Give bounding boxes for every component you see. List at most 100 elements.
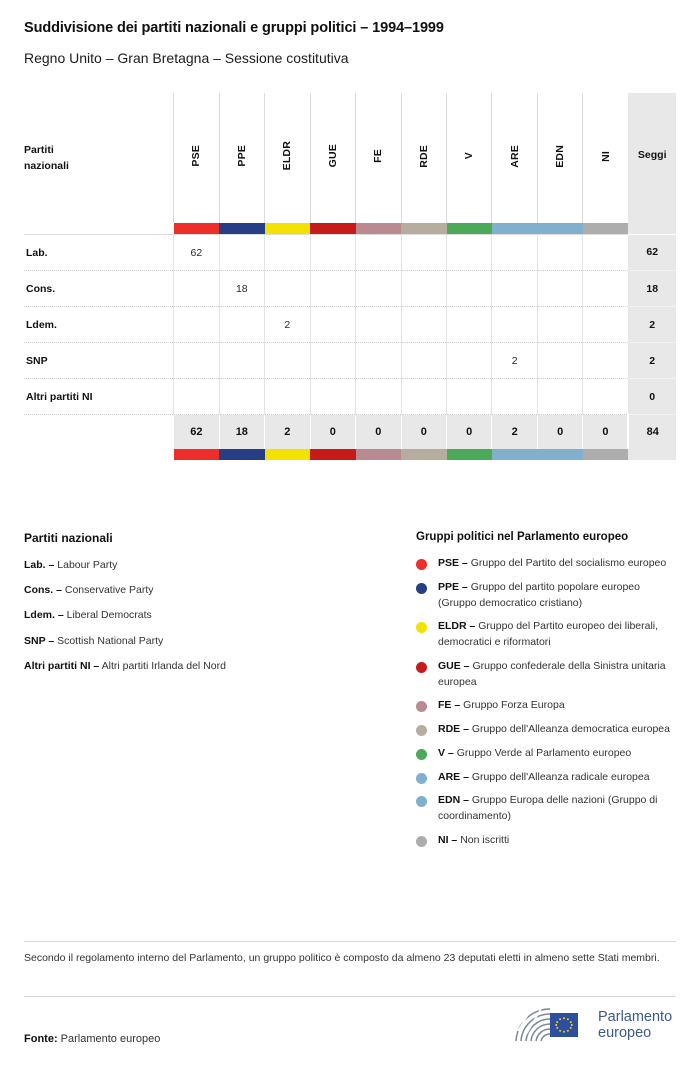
cell-altripartitini-ni (582, 378, 629, 415)
cell-cons-are (491, 270, 538, 307)
total-ppe: 18 (218, 414, 265, 449)
legend-item-name: Gruppo Verde al Parlamento europeo (456, 746, 632, 759)
color-swatch-rde (401, 223, 447, 235)
strip-spacer-seggi (628, 223, 676, 235)
color-swatch-bottom-v (446, 449, 492, 460)
legend-item-abbr: ARE – (438, 770, 469, 783)
column-header-label: ELDR (281, 141, 294, 171)
table-body: Lab. 62 62 Cons. 18 18 Ldem. 2 2 SNP 2 2 Altri parti… (24, 223, 676, 460)
legend-item-name: Labour Party (57, 559, 118, 571)
legend-item-name: Gruppo Forza Europa (463, 699, 565, 712)
legend-item-abbr: ELDR – (438, 620, 476, 633)
legend-item-group: PPE – Gruppo del partito popolare europe… (416, 580, 676, 612)
cell-ldem-ppe (218, 306, 265, 343)
column-header-edn[interactable]: EDN (536, 93, 583, 223)
cell-ldem-ni (582, 306, 629, 343)
cell-lab-are (491, 234, 538, 271)
cell-cons-ni (582, 270, 629, 307)
cell-cons-eldr (264, 270, 311, 307)
legend-color-dot (416, 725, 427, 736)
legend-item-group: RDE – Gruppo dell'Alleanza democratica e… (416, 722, 676, 738)
cell-lab-gue (309, 234, 356, 271)
legend-color-dot (416, 582, 427, 594)
strip-spacer (24, 449, 174, 460)
cell-snp-ppe (218, 342, 265, 379)
legend-color-dot (416, 772, 427, 784)
logo-line-2: europeo (598, 1025, 652, 1041)
header: Suddivisione dei partiti nazionali e gru… (0, 0, 700, 66)
row-label: Cons. (24, 270, 174, 307)
cell-altripartitini-pse (173, 378, 220, 415)
logo-wordmark: Parlamento europeo (598, 1009, 672, 1041)
page-title: Suddivisione dei partiti nazionali e gru… (24, 20, 444, 36)
legend-item-national: SNP – Scottish National Party (24, 634, 416, 648)
page-subtitle: Regno Unito – Gran Bretagna – Sessione c… (24, 50, 349, 66)
strip-spacer (24, 223, 174, 235)
hemicycle-icon (512, 1005, 590, 1045)
cell-lab-fe (355, 234, 402, 271)
legend-item-national: Cons. – Conservative Party (24, 583, 416, 597)
cell-ldem-rde (400, 306, 447, 343)
cell-altripartitini-rde (400, 378, 447, 415)
cell-cons-pse (173, 270, 220, 307)
cell-ldem-gue (309, 306, 356, 343)
cell-altripartitini-gue (309, 378, 356, 415)
legend-item-group: NI – Non iscritti (416, 833, 676, 849)
legend-item-abbr: Cons. – (24, 584, 62, 597)
column-header-v[interactable]: V (445, 93, 492, 223)
source-label: Fonte: (24, 1033, 58, 1045)
table-totals-row: 62 18 2 0 0 0 0 2 0 0 84 (24, 414, 676, 449)
legend-item-abbr: EDN – (438, 794, 469, 807)
column-header-label: PSE (190, 145, 203, 167)
cell-ldem-are (491, 306, 538, 343)
legend-color-dot (416, 748, 427, 760)
divider-below-note (24, 996, 676, 997)
total-rde: 0 (400, 414, 447, 449)
color-swatch-bottom-ppe (219, 449, 265, 460)
cell-snp-pse (173, 342, 220, 379)
legend-item-name: Liberal Democrats (66, 609, 152, 622)
total-pse: 62 (173, 414, 220, 449)
legend-item-abbr: PSE – (438, 557, 468, 569)
column-header-are[interactable]: ARE (491, 93, 538, 223)
legend-item-name: Gruppo Europa delle nazioni (Gruppo di c… (438, 794, 658, 822)
column-header-rde[interactable]: RDE (400, 93, 447, 223)
cell-lab-ppe (218, 234, 265, 271)
column-header-fe[interactable]: FE (355, 93, 402, 223)
column-header-label: RDE (417, 144, 430, 168)
logo-line-1: Parlamento (598, 1008, 673, 1025)
column-header-gue[interactable]: GUE (309, 93, 356, 223)
cell-ldem-eldr: 2 (264, 306, 311, 343)
cell-cons-fe (355, 270, 402, 307)
cell-snp-rde (400, 342, 447, 379)
column-header-ppe[interactable]: PPE (218, 93, 265, 223)
legend-item-national: Lab. – Labour Party (24, 558, 416, 572)
legend-item-name: Gruppo del Partito europeo dei liberali,… (438, 620, 659, 648)
legend-item-group: V – Gruppo Verde al Parlamento europeo (416, 746, 676, 762)
column-header-eldr[interactable]: ELDR (264, 93, 311, 223)
legend-item-abbr: Altri partiti NI – (24, 659, 100, 672)
cell-ldem-fe (355, 306, 402, 343)
row-total-seats: 2 (628, 342, 676, 379)
total-fe: 0 (355, 414, 402, 449)
cell-cons-v (445, 270, 492, 307)
column-header-pse[interactable]: PSE (173, 93, 220, 223)
color-swatch-bottom-gue (310, 449, 356, 460)
column-header-ni[interactable]: NI (582, 93, 629, 223)
legend-item-abbr: Ldem. – (24, 609, 64, 622)
color-swatch-bottom-are (491, 449, 538, 460)
table-head: Partiti nazionali PSE PPE ELDR GUE FE RDE V ARE ED… (24, 93, 676, 223)
color-swatch-bottom-pse (173, 449, 220, 460)
legend-color-dot (416, 835, 427, 847)
column-header-label: FE (372, 149, 385, 163)
row-label: Ldem. (24, 306, 174, 343)
row-label: Altri partiti NI (24, 378, 174, 415)
color-swatch-are (491, 223, 538, 235)
row-total-seats: 0 (628, 378, 676, 415)
color-strip-bottom (24, 449, 676, 460)
row-total-seats: 18 (628, 270, 676, 307)
color-swatch-bottom-eldr (264, 449, 311, 460)
legend-item-name: Gruppo del Partito del socialismo europe… (470, 557, 667, 569)
cell-cons-ppe: 18 (218, 270, 265, 307)
